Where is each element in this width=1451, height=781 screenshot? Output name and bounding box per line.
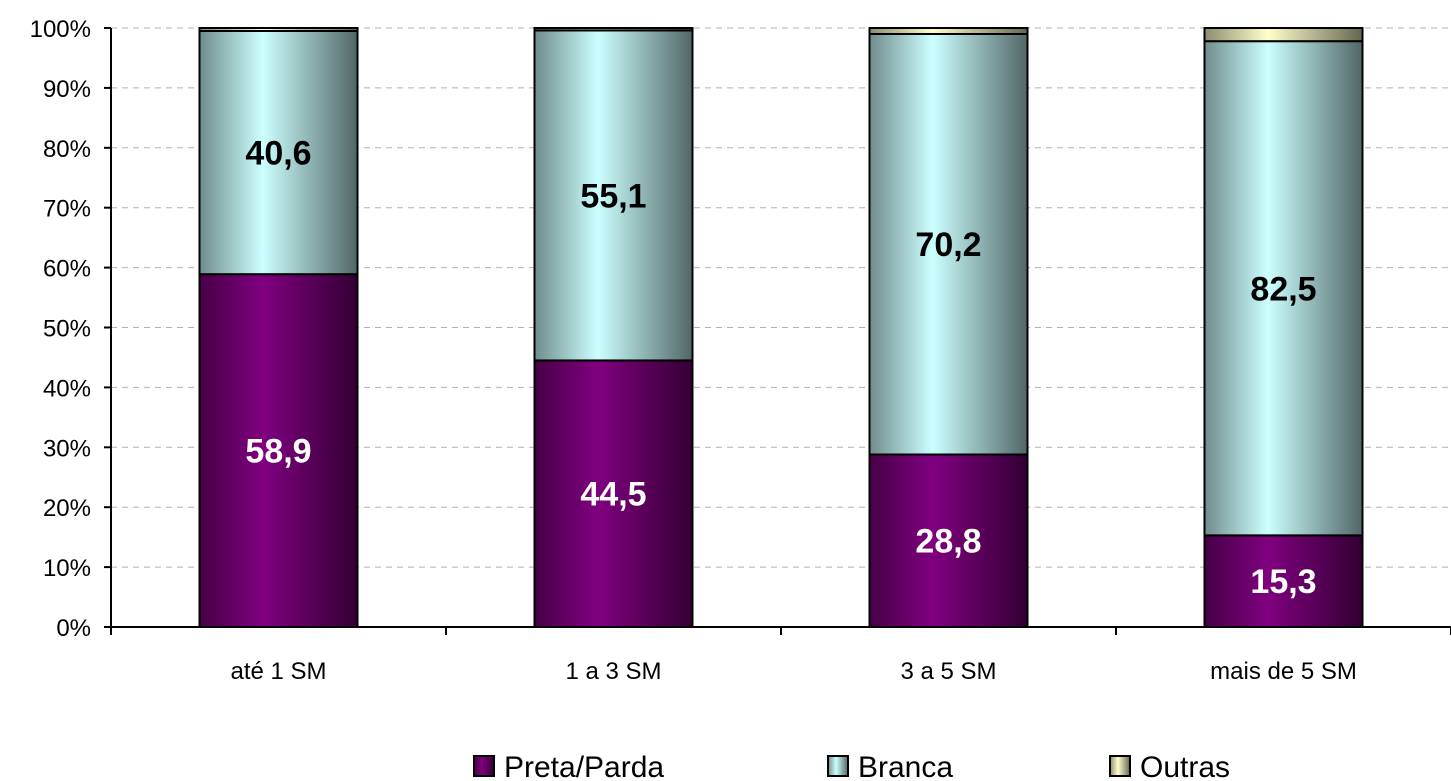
bar-segment-branca — [1203, 40, 1364, 537]
legend-swatch — [827, 755, 849, 777]
y-tick-label: 60% — [43, 256, 91, 283]
data-label: 44,5 — [580, 476, 646, 514]
x-tick-label: mais de 5 SM — [1210, 658, 1357, 685]
y-tick-label: 50% — [43, 316, 91, 343]
data-labels: 58,9 40,6 44,5 55,1 28,8 70,2 15,3 82,5 — [245, 135, 1316, 602]
y-tick-label: 30% — [43, 435, 91, 462]
data-label: 55,1 — [580, 177, 646, 215]
data-label: 82,5 — [1250, 270, 1316, 308]
bar-segment-branca — [198, 29, 359, 276]
data-label: 40,6 — [245, 135, 311, 173]
data-label: 28,8 — [915, 523, 981, 561]
y-tick-label: 90% — [43, 76, 91, 103]
data-label: 70,2 — [915, 226, 981, 264]
bar-segment-preta-parda — [868, 453, 1029, 628]
y-tick-label: 70% — [43, 196, 91, 223]
y-tick-label: 100% — [30, 16, 91, 43]
x-tick-label: 1 a 3 SM — [565, 658, 661, 685]
bar-segment-outras — [198, 27, 359, 32]
legend-swatch — [1109, 755, 1131, 777]
legend-label: Outras — [1140, 751, 1230, 781]
data-label: 58,9 — [245, 433, 311, 471]
bar-segment-preta-parda — [198, 273, 359, 628]
bar-segment-preta-parda — [533, 359, 694, 628]
x-tick-labels: até 1 SM 1 a 3 SM 3 a 5 SM mais de 5 SM — [230, 658, 1356, 685]
y-tick-label: 10% — [43, 555, 91, 582]
legend: Preta/Parda Branca Outras — [473, 751, 1230, 781]
bars — [198, 27, 1364, 629]
bar-segment-branca — [533, 29, 694, 362]
legend-swatch — [473, 755, 495, 777]
bar-segment-outras — [1203, 27, 1364, 43]
legend-label: Preta/Parda — [504, 751, 664, 781]
y-tick-labels: 0% 10% 20% 30% 40% 50% 60% 70% 80% 90% 100% — [30, 16, 91, 642]
bar-segment-outras — [533, 27, 694, 32]
y-tick-label: 20% — [43, 495, 91, 522]
data-label: 15,3 — [1250, 563, 1316, 601]
x-tick-label: 3 a 5 SM — [900, 658, 996, 685]
axes — [104, 27, 1451, 635]
y-tick-label: 0% — [56, 615, 91, 642]
y-tick-label: 80% — [43, 136, 91, 163]
bar-segment-branca — [868, 32, 1029, 456]
x-tick-label: até 1 SM — [230, 658, 326, 685]
y-tick-label: 40% — [43, 375, 91, 402]
bar-segment-outras — [868, 27, 1029, 35]
legend-label: Branca — [858, 751, 953, 781]
